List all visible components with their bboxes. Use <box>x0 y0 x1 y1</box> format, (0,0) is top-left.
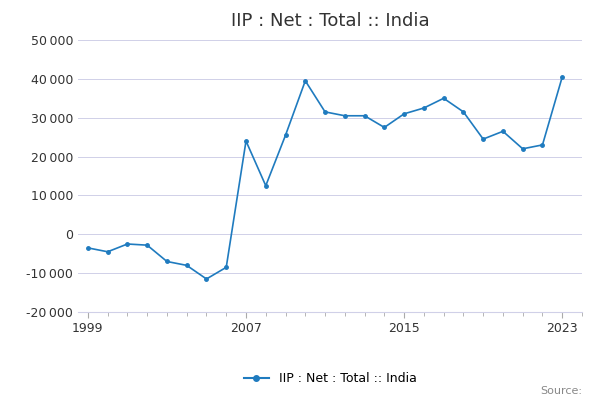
Title: IIP : Net : Total :: India: IIP : Net : Total :: India <box>230 12 430 30</box>
Text: Source:: Source: <box>540 386 582 396</box>
Legend: IIP : Net : Total :: India: IIP : Net : Total :: India <box>239 367 421 390</box>
